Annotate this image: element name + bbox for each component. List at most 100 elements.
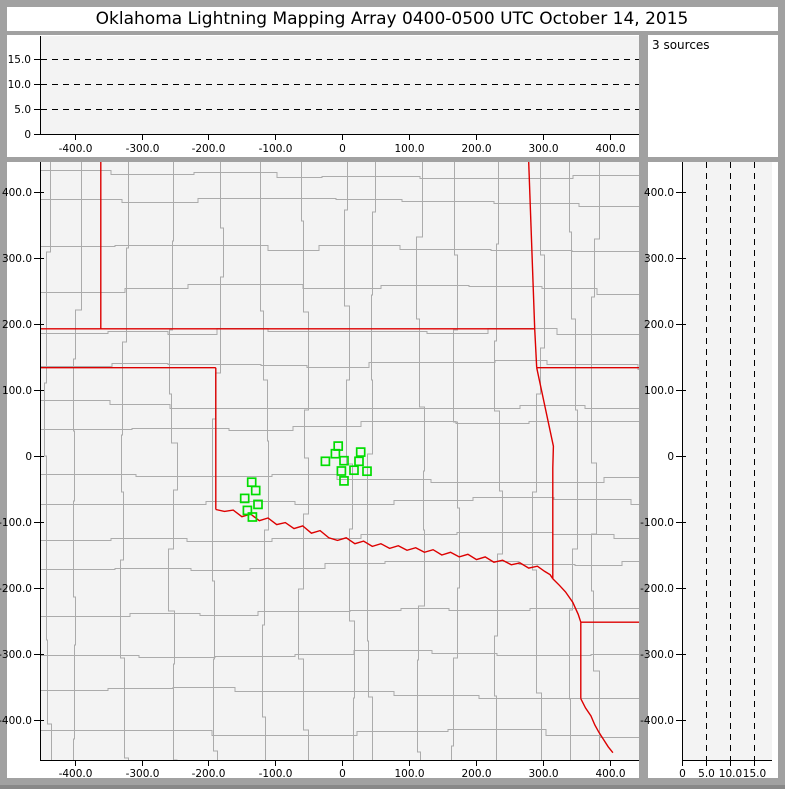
state-border-line: [536, 367, 555, 579]
state-border-line: [552, 578, 582, 623]
county-line: [40, 561, 639, 571]
county-line: [40, 284, 639, 295]
map-x-tick-label: -200.0: [192, 768, 226, 780]
state-border-line: [528, 162, 536, 329]
ew-x-tick-label: -200.0: [192, 143, 226, 155]
station-marker: [247, 512, 258, 522]
map-x-tick-label: 400.0: [595, 768, 625, 780]
station-marker: [354, 456, 364, 467]
station-marker: [330, 448, 341, 459]
county-line: [120, 162, 129, 760]
ew-x-tick-label: -100.0: [259, 143, 293, 155]
map-y-tick-label: 100.0: [2, 385, 32, 397]
station-marker: [339, 476, 349, 486]
ns-x-tick-label: 0: [679, 768, 686, 780]
state-boundaries: [40, 162, 639, 754]
ns-x-tick-label: 10.0: [719, 768, 742, 780]
county-line: [40, 360, 639, 370]
county-line: [40, 497, 639, 505]
map-y-tick-label: -200.0: [0, 583, 32, 595]
county-line: [260, 162, 269, 760]
county-line: [532, 162, 545, 760]
map-y-tick-label: -100.0: [0, 517, 32, 529]
ns-y-tick-label: 200.0: [644, 319, 674, 331]
ew-x-tick-label: 200.0: [461, 143, 491, 155]
ew-y-tick-label: 10.0: [8, 79, 31, 91]
ew-x-tick-label: 100.0: [394, 143, 424, 155]
county-line: [40, 170, 639, 179]
state-border-line: [215, 508, 554, 580]
ew-altitude-panel: 15.0 10.0 5.0 0 -400.0 -300.0 -200.0 -100.0 0 100…: [7, 35, 639, 157]
ew-x-tick-label: -300.0: [126, 143, 160, 155]
county-line: [367, 162, 376, 760]
county-line: [40, 198, 639, 207]
title-bar: [7, 7, 778, 31]
ns-plot-area: [682, 162, 772, 760]
ns-y-tick-label: 300.0: [644, 253, 674, 265]
county-line: [40, 687, 639, 699]
map-content: [40, 162, 639, 760]
ns-y-tick-label: 100.0: [644, 385, 674, 397]
map-x-tick-label: -300.0: [126, 768, 160, 780]
state-border-line: [580, 698, 614, 754]
map-x-tick-label: 300.0: [528, 768, 558, 780]
station-marker: [339, 455, 349, 466]
station-marker: [355, 447, 366, 457]
station-marker: [253, 499, 263, 510]
station-marker: [239, 493, 250, 504]
ns-y-tick-label: -400.0: [640, 715, 674, 727]
ew-x-tick-label: 0: [339, 143, 346, 155]
county-line: [344, 162, 355, 760]
county-line: [591, 162, 600, 760]
lma-stations: [239, 441, 372, 522]
county-line: [40, 421, 639, 431]
station-marker: [250, 485, 261, 496]
map-y-tick-label: -400.0: [0, 715, 32, 727]
map-y-tick-label: 0: [25, 451, 32, 463]
source-count-label: 3 sources: [652, 38, 710, 52]
map-x-tick-label: 100.0: [394, 768, 424, 780]
source-count-panel: 3 sources: [648, 35, 778, 157]
ns-y-tick-label: -100.0: [640, 517, 674, 529]
county-line: [416, 162, 425, 760]
source-count-panel-bg: [648, 35, 778, 157]
ns-altitude-panel: 400.0 300.0 200.0 100.0 0 -100.0 -200.0 -300.0 -…: [640, 162, 778, 780]
county-line: [168, 162, 178, 760]
station-marker: [362, 466, 372, 477]
plan-view-map-panel: 400.0 300.0 200.0 100.0 0 -100.0 -200.0 -300.0 -…: [0, 162, 639, 780]
county-line: [73, 162, 82, 760]
ns-x-tick-label: 5.0: [698, 768, 715, 780]
ns-y-tick-label: 400.0: [644, 187, 674, 199]
station-marker: [320, 456, 331, 467]
station-marker: [336, 466, 347, 476]
county-line: [40, 532, 639, 542]
county-line: [298, 162, 309, 760]
ew-y-tick-label: 15.0: [8, 54, 31, 66]
ew-y-tick-label: 5.0: [14, 104, 31, 116]
ew-y-tick-label: 0: [24, 129, 31, 141]
state-border-line: [534, 328, 538, 368]
county-line: [494, 162, 503, 760]
ns-y-tick-label: -300.0: [640, 649, 674, 661]
map-y-tick-label: 400.0: [2, 187, 32, 199]
county-line: [40, 474, 639, 483]
map-y-tick-label: -300.0: [0, 649, 32, 661]
ns-y-tick-label: 0: [667, 451, 674, 463]
map-x-tick-label: -400.0: [59, 768, 93, 780]
ew-x-tick-label: 400.0: [595, 143, 625, 155]
ns-x-tick-label: 15.0: [743, 768, 766, 780]
ew-x-tick-label: -400.0: [59, 143, 93, 155]
county-line: [44, 162, 52, 760]
map-x-tick-label: 0: [339, 768, 346, 780]
map-y-tick-label: 300.0: [2, 253, 32, 265]
station-marker: [242, 505, 253, 516]
county-line: [212, 162, 224, 760]
window-title: Oklahoma Lightning Mapping Array 0400-05…: [96, 9, 689, 29]
county-line: [40, 245, 639, 252]
county-line: [569, 162, 578, 760]
map-x-tick-label: -100.0: [259, 768, 293, 780]
county-line: [40, 729, 639, 738]
map-x-tick-label: 200.0: [461, 768, 491, 780]
